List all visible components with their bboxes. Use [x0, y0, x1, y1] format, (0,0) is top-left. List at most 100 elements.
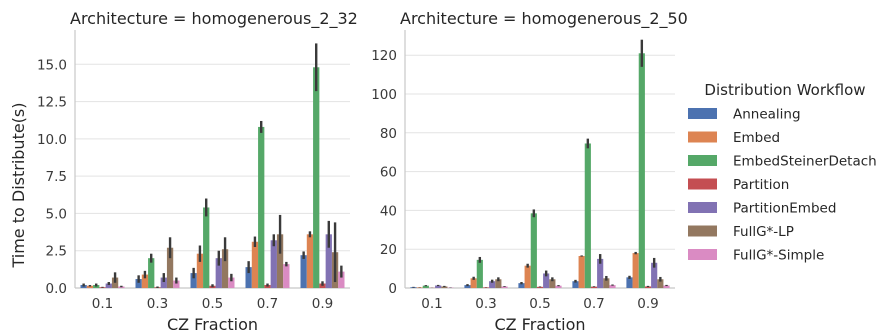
bar: [536, 286, 544, 288]
bar: [148, 258, 155, 288]
bar: [572, 281, 579, 288]
y-tick-label: 20: [380, 242, 397, 258]
legend-swatch: [688, 178, 717, 190]
x-axis-label: CZ Fraction: [494, 315, 585, 334]
bar: [196, 253, 204, 288]
bar: [470, 278, 477, 288]
y-axis-label: Time to Distribute(s): [9, 102, 28, 268]
bar: [118, 286, 125, 288]
legend-item-label: Partition: [733, 177, 789, 193]
panel-title: Architecture = homogenerous_2_32: [70, 9, 358, 29]
legend-title: Distribution Workflow: [704, 81, 865, 99]
legend-swatch: [688, 108, 717, 119]
y-tick-label: 5.0: [46, 206, 67, 222]
x-axis-label: CZ Fraction: [167, 315, 258, 334]
panel-homogenerous-2-50: Architecture = homogenerous_2_50 0 20 40 60 8…: [371, 9, 688, 334]
bar: [173, 280, 180, 288]
legend-item-label: FullG*-Simple: [733, 248, 824, 264]
bar: [313, 67, 320, 288]
bar: [476, 259, 483, 288]
bar: [590, 286, 598, 288]
bar: [422, 285, 429, 288]
y-tick-label: 0.0: [46, 281, 67, 297]
x-tick-label: 0.7: [257, 296, 278, 312]
bar: [482, 287, 490, 288]
y-tick-label: 15.0: [37, 57, 67, 73]
y-tick-label: 100: [371, 87, 397, 103]
legend: Distribution Workflow Annealing Embed Embe…: [688, 81, 877, 264]
y-tick-label: 7.5: [46, 169, 67, 185]
bar: [215, 258, 222, 288]
bar: [663, 285, 670, 288]
legend-item-label: EmbedSteinerDetach: [733, 154, 877, 170]
bar: [141, 274, 149, 288]
legend-swatch: [688, 155, 717, 166]
legend-item-label: Annealing: [733, 107, 801, 123]
bar: [135, 279, 142, 288]
legend-swatch: [688, 249, 717, 260]
bar: [501, 286, 508, 288]
x-tick-label: 0.5: [529, 296, 550, 312]
bar: [632, 253, 639, 288]
bar: [319, 283, 326, 288]
x-tick-label: 0.1: [92, 296, 113, 312]
bar: [435, 285, 442, 288]
bar: [190, 273, 197, 288]
bar: [441, 286, 448, 288]
bar: [300, 255, 307, 288]
bar: [584, 143, 591, 288]
x-tick-label: 0.1: [421, 296, 442, 312]
legend-swatch: [688, 131, 717, 143]
bar: [489, 281, 496, 288]
bar: [495, 279, 502, 288]
x-tick-label: 0.9: [637, 296, 658, 312]
bar: [543, 273, 550, 288]
x-tick-label: 0.3: [147, 296, 168, 312]
bar: [638, 53, 645, 288]
bar: [105, 283, 112, 288]
legend-item-label: FullG*-LP: [733, 224, 794, 240]
y-tick-label: 12.5: [37, 95, 67, 111]
bar: [245, 267, 252, 288]
bar: [160, 277, 167, 288]
bar: [306, 234, 314, 288]
y-tick-label: 10.0: [37, 132, 67, 148]
bar: [258, 126, 265, 288]
legend-swatch: [688, 202, 717, 213]
bar: [578, 255, 585, 288]
bar: [251, 241, 259, 288]
bar: [549, 279, 556, 288]
bar: [524, 265, 531, 288]
bar: [555, 285, 562, 288]
bar: [651, 262, 658, 288]
bar: [626, 277, 633, 288]
bar: [416, 287, 423, 288]
legend-item-label: PartitionEmbed: [733, 201, 836, 217]
bar: [464, 285, 471, 288]
y-tick-label: 120: [371, 48, 397, 64]
bar: [221, 249, 229, 288]
bar: [603, 278, 610, 288]
bar: [86, 285, 94, 288]
y-tick-label: 40: [380, 203, 397, 219]
y-tick-label: 0: [388, 281, 397, 297]
y-tick-label: 60: [380, 165, 397, 181]
bar: [270, 240, 277, 288]
bar: [228, 277, 235, 288]
bar: [166, 247, 174, 288]
y-tick-label: 80: [380, 126, 397, 142]
bar: [276, 234, 284, 288]
bar: [609, 285, 616, 288]
bar: [325, 234, 332, 288]
legend-item-label: Embed: [733, 130, 780, 146]
bar: [203, 207, 210, 288]
bar: [644, 286, 652, 288]
bar: [518, 283, 525, 288]
bar: [283, 264, 290, 288]
bar: [338, 271, 345, 288]
bar: [657, 279, 664, 288]
legend-swatch: [688, 225, 717, 237]
panel-title: Architecture = homogenerous_2_50: [400, 9, 688, 29]
x-tick-label: 0.5: [202, 296, 223, 312]
